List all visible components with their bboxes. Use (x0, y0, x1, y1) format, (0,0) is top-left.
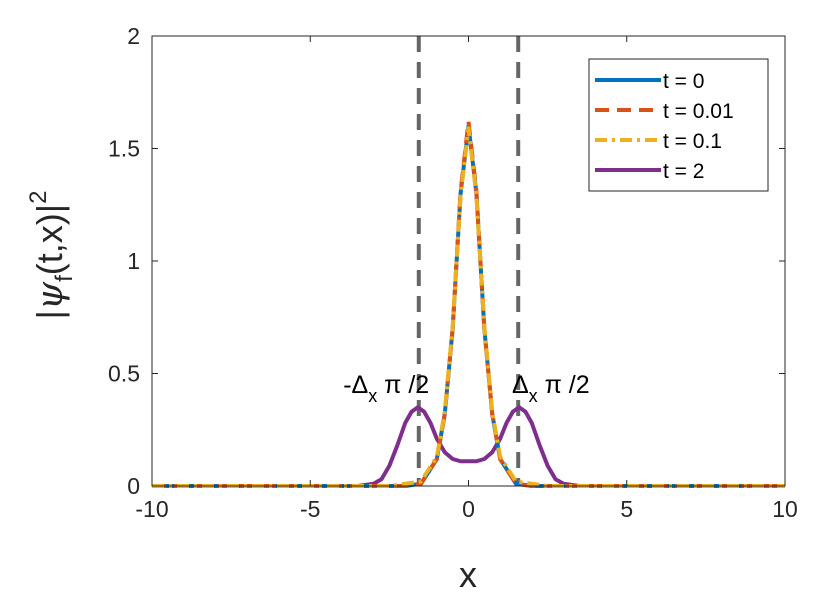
svg-text:|ψf(t,x)|2: |ψf(t,x)|2 (25, 191, 78, 320)
y-tick-label: 1 (127, 248, 140, 274)
x-tick-label: 5 (620, 496, 633, 522)
x-tick-label: 10 (772, 496, 798, 522)
annotation-1: -Δx π /2 (343, 371, 429, 406)
y-axis-label: |ψf(t,x)|2 (25, 191, 78, 320)
plot-frame (151, 35, 786, 487)
y-label-bar-right: | (29, 204, 70, 213)
series-layer (152, 119, 785, 488)
y-label-bar-left: | (29, 310, 70, 319)
annotation-2: Δx π /2 (512, 371, 590, 406)
x-tick-label: -10 (135, 496, 168, 522)
series-line-3 (152, 126, 785, 488)
x-tick-label: 0 (462, 496, 475, 522)
legend-label-4: t = 2 (663, 160, 704, 183)
annotations: -Δx π /2 Δx π /2 (343, 371, 589, 406)
y-tick-label: 1.5 (108, 136, 140, 162)
y-tick-label: 0.5 (108, 361, 140, 387)
legend-label-3: t = 0.1 (663, 130, 722, 153)
y-label-superscript: 2 (25, 191, 52, 204)
x-axis-label: x (459, 554, 477, 595)
y-label-args: (t,x) (29, 213, 70, 275)
y-tick-label: 0 (127, 473, 140, 499)
x-tick-label: -5 (300, 496, 320, 522)
y-tick-label: 2 (127, 23, 140, 49)
series-line-4 (152, 405, 785, 488)
y-label-psi: ψ (30, 281, 71, 310)
vertical-lines (416, 36, 521, 486)
legend: t = 0 t = 0.01 t = 0.1 t = 2 (588, 58, 769, 192)
legend-label-1: t = 0 (663, 70, 704, 93)
legend-label-2: t = 0.01 (663, 100, 734, 123)
y-label-subscript: f (51, 275, 78, 282)
